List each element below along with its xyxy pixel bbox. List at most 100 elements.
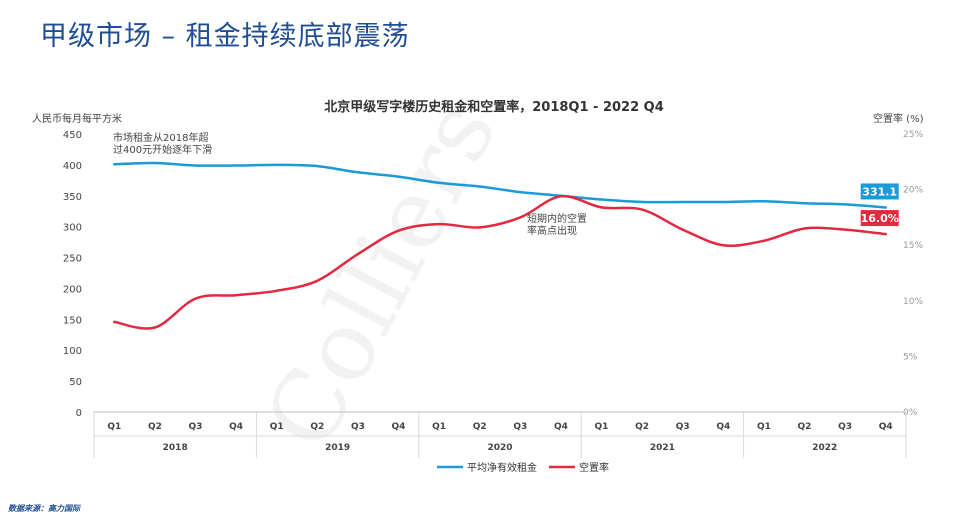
rent-series-line <box>113 161 887 209</box>
chart-title: 北京甲级写字楼历史租金和空置率，2018Q1 - 2022 Q4 <box>324 99 664 115</box>
y-left-tick-label: 300 <box>63 223 82 234</box>
rent-data-point <box>843 203 847 206</box>
y-left-tick-label: 400 <box>63 161 82 172</box>
y-left-tick-label: 50 <box>69 377 82 388</box>
rent-data-point <box>316 164 319 168</box>
rent-data-point <box>437 181 441 185</box>
vacancy-data-point <box>681 228 684 231</box>
x-quarter-label: Q3 <box>351 422 365 432</box>
x-quarter-label: Q4 <box>554 422 568 432</box>
x-year-label: 2021 <box>650 443 675 453</box>
rent-data-point <box>600 198 603 201</box>
vacancy-series-line <box>113 194 887 330</box>
x-year-label: 2019 <box>325 443 350 453</box>
vacancy-data-point <box>640 208 644 211</box>
x-quarter-label: Q3 <box>838 422 852 432</box>
vacancy-data-point <box>316 279 319 282</box>
legend-vacancy-label: 空置率 <box>579 461 609 474</box>
rent-data-point <box>803 201 806 205</box>
x-quarter-label: Q3 <box>676 422 690 432</box>
x-quarter-label: Q3 <box>189 422 203 432</box>
vacancy-data-point <box>194 297 197 300</box>
y-left-tick-label: 350 <box>63 192 82 203</box>
rent-data-point <box>722 200 725 204</box>
x-quarter-label: Q1 <box>757 422 771 432</box>
x-quarter-label: Q2 <box>148 422 162 432</box>
y-right-tick-label: 10% <box>903 297 923 307</box>
vacancy-data-point <box>762 239 766 242</box>
annotation-text: 短期内的空置 <box>527 212 587 225</box>
left-axis-label: 人民币每月每平方米 <box>32 112 122 125</box>
x-quarter-label: Q2 <box>473 422 487 432</box>
vacancy-data-point <box>803 227 806 230</box>
vacancy-data-point <box>600 206 603 209</box>
x-quarter-label: Q1 <box>432 422 446 432</box>
annotation-text: 市场租金从2018年超 <box>113 131 208 144</box>
rent-data-point <box>234 164 238 167</box>
y-right-tick-label: 5% <box>903 352 918 362</box>
end-label-text: 331.1 <box>862 185 897 198</box>
x-quarter-label: Q2 <box>310 422 324 432</box>
x-quarter-label: Q1 <box>107 422 121 432</box>
rent-data-point <box>113 163 116 166</box>
x-quarter-label: Q2 <box>635 422 649 432</box>
right-axis-label: 空置率 (%) <box>873 112 924 125</box>
vacancy-data-point <box>884 232 887 236</box>
vacancy-data-point <box>843 228 847 231</box>
annotation-text: 过400元开始逐年下滑 <box>113 143 212 156</box>
y-left-tick-label: 250 <box>63 254 82 265</box>
rent-data-point <box>153 161 157 165</box>
x-quarter-label: Q2 <box>798 422 812 432</box>
vacancy-data-point <box>478 226 481 229</box>
rent-data-point <box>681 200 684 204</box>
x-quarter-label: Q4 <box>879 422 893 432</box>
x-quarter-label: Q1 <box>595 422 609 432</box>
vacancy-data-point <box>234 294 238 297</box>
end-label-text: 16.0% <box>861 212 899 225</box>
x-year-label: 2022 <box>812 443 837 453</box>
source-note: 数据来源：高力国际 <box>8 504 80 513</box>
vacancy-data-point <box>356 252 360 256</box>
watermark: Colliers <box>243 83 518 467</box>
x-quarter-label: Q4 <box>392 422 406 432</box>
vacancy-data-point <box>559 195 563 198</box>
page-title: 甲级市场 – 租金持续底部震荡 <box>40 21 410 52</box>
vacancy-data-point <box>397 229 400 232</box>
vacancy-end-label: 16.0% <box>860 210 899 227</box>
y-right-tick-label: 20% <box>903 186 923 196</box>
y-left-tick-label: 100 <box>63 346 82 357</box>
rent-data-point <box>762 200 766 203</box>
rent-data-point <box>884 206 887 209</box>
y-left-tick-label: 450 <box>63 130 82 141</box>
end-label-box <box>860 210 899 227</box>
vacancy-data-point <box>275 289 278 292</box>
annotation-text: 率高点出现 <box>527 224 577 237</box>
vacancy-data-point <box>519 216 522 219</box>
y-left-tick-label: 0 <box>76 408 82 419</box>
y-left-tick-label: 200 <box>63 284 82 295</box>
y-left-tick-label: 150 <box>63 315 82 326</box>
vacancy-data-point <box>437 222 441 226</box>
vacancy-data-point <box>722 244 725 247</box>
rent-data-point <box>356 171 360 174</box>
end-label-box <box>860 183 899 200</box>
rent-data-point <box>640 200 644 204</box>
x-quarter-label: Q3 <box>513 422 527 432</box>
rent-data-point <box>275 163 278 167</box>
x-year-label: 2020 <box>487 443 512 453</box>
x-quarter-label: Q4 <box>716 422 730 432</box>
x-quarter-label: Q1 <box>270 422 284 432</box>
rent-data-point <box>194 164 197 167</box>
rent-data-point <box>397 175 400 178</box>
y-right-tick-label: 15% <box>903 241 923 251</box>
vacancy-data-point <box>153 326 157 329</box>
y-right-tick-label: 0% <box>903 408 918 418</box>
rent-data-point <box>519 190 522 194</box>
legend-rent-label: 平均净有效租金 <box>467 461 537 474</box>
vacancy-data-point <box>113 320 116 324</box>
rent-data-point <box>478 185 481 188</box>
y-right-tick-label: 25% <box>903 130 923 140</box>
x-quarter-label: Q4 <box>229 422 243 432</box>
rent-end-label: 331.1 <box>860 183 899 200</box>
